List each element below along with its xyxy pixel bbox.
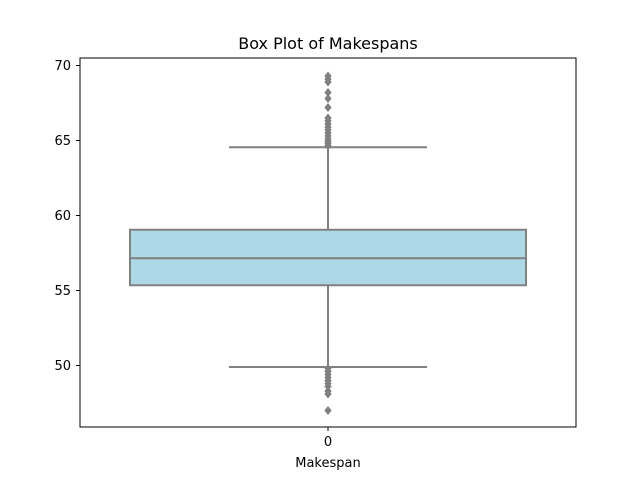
outlier-point-high bbox=[324, 87, 332, 98]
y-tick-label: 55 bbox=[54, 284, 71, 299]
outlier-point-high bbox=[324, 102, 332, 113]
outlier-point-low bbox=[324, 389, 332, 399]
x-axis: 0 bbox=[324, 427, 332, 450]
x-axis-label: Makespan bbox=[295, 456, 360, 471]
outlier-point-high bbox=[324, 71, 332, 81]
y-axis: 50 55 60 65 70 bbox=[54, 59, 80, 374]
plot-area bbox=[129, 71, 527, 416]
x-tick-label: 0 bbox=[324, 435, 332, 450]
outlier-point-low bbox=[324, 405, 332, 416]
y-tick-label: 70 bbox=[54, 59, 71, 74]
chart-title: Box Plot of Makespans bbox=[238, 34, 418, 53]
y-tick-label: 65 bbox=[54, 134, 71, 149]
y-tick-label: 60 bbox=[54, 209, 71, 224]
outlier-point-high bbox=[324, 93, 332, 104]
y-tick-label: 50 bbox=[54, 359, 71, 374]
outlier-point-high bbox=[324, 113, 332, 123]
